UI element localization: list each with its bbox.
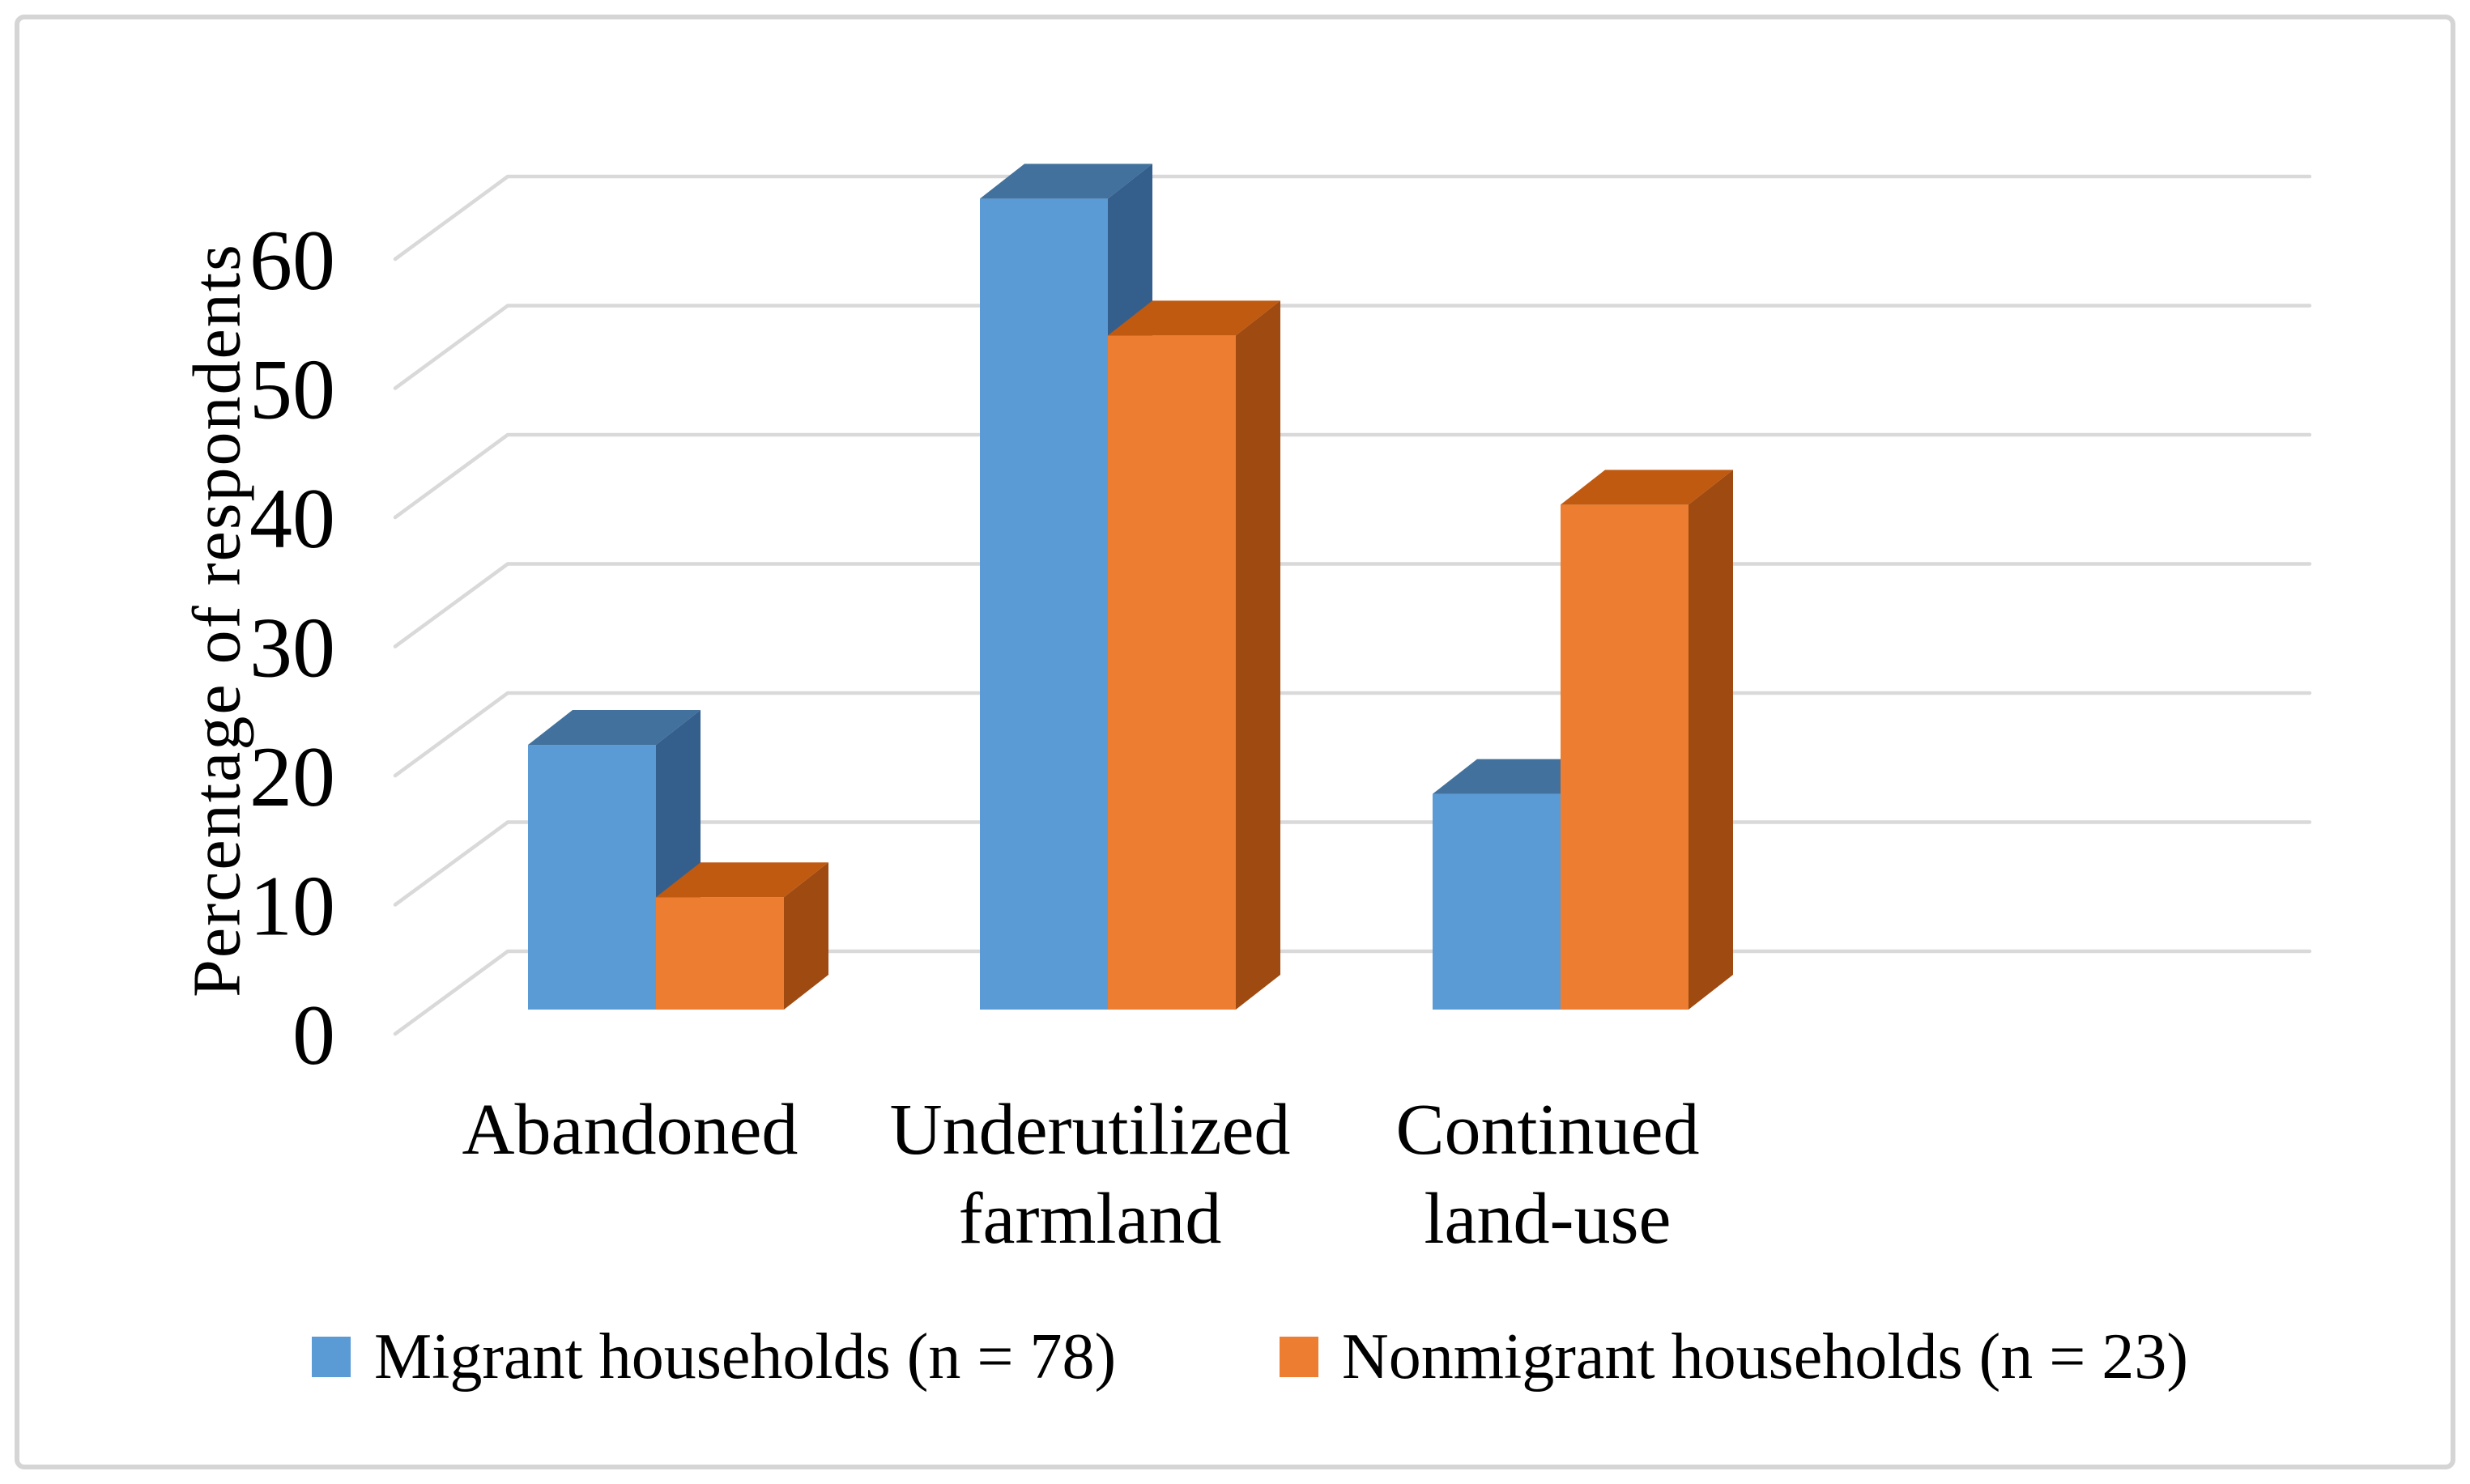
category-label-continued-land-use: Continued land-use (1396, 1090, 1700, 1259)
legend-item-migrant: Migrant households (n = 78) (312, 1321, 1117, 1393)
y-tick-label-0: 0 (292, 988, 335, 1082)
bar-side-face (1236, 300, 1280, 1010)
category-label-underutilized-farmland: Underutilized farmland (890, 1090, 1291, 1259)
gridline-50 (393, 304, 2312, 390)
y-axis-title: Percentage of respondents (179, 243, 255, 997)
y-tick-label-30: 30 (249, 601, 335, 695)
bar-nonmigrant-abandoned (656, 862, 828, 1010)
y-tick-label-60: 60 (249, 213, 335, 308)
bar-front-face (528, 745, 656, 1010)
bar-top-face (980, 164, 1152, 199)
bar-side-face (784, 862, 828, 1010)
legend-swatch-nonmigrant (1280, 1337, 1318, 1377)
legend-label-nonmigrant: Nonmigrant households (n = 23) (1342, 1321, 2188, 1393)
category-label-abandoned: Abandoned (462, 1090, 798, 1170)
gridline-40 (393, 432, 2312, 520)
bar-top-face (656, 862, 828, 898)
gridline-30 (393, 562, 2312, 648)
y-tick-label-50: 50 (249, 342, 335, 437)
bar-top-face (1108, 300, 1280, 336)
bar-front-face (980, 198, 1108, 1010)
legend-item-nonmigrant: Nonmigrant households (n = 23) (1280, 1321, 2188, 1393)
bar-front-face (1108, 335, 1236, 1010)
y-tick-label-20: 20 (249, 729, 335, 824)
bar-nonmigrant-underutilized-farmland (1108, 300, 1280, 1010)
y-axis-tick-labels: 0 10 20 30 40 50 60 (249, 213, 335, 1082)
bar-top-face (528, 710, 701, 746)
gridline-60 (393, 174, 2312, 262)
y-tick-label-40: 40 (249, 471, 335, 566)
bar-side-face (1689, 470, 1733, 1010)
bar-top-face (1561, 470, 1733, 505)
bar-migrant-abandoned (528, 710, 701, 1010)
legend-label-migrant: Migrant households (n = 78) (374, 1321, 1117, 1393)
bars-group (528, 164, 1733, 1010)
y-tick-label-10: 10 (249, 859, 335, 954)
bar-nonmigrant-continued-land-use (1561, 470, 1733, 1010)
bar-front-face (656, 897, 784, 1010)
bar-front-face (1433, 793, 1561, 1010)
bar-front-face (1561, 504, 1689, 1010)
legend-swatch-migrant (312, 1337, 351, 1377)
x-axis-category-labels: Abandoned Underutilized farmland Continued l… (462, 1090, 1700, 1259)
